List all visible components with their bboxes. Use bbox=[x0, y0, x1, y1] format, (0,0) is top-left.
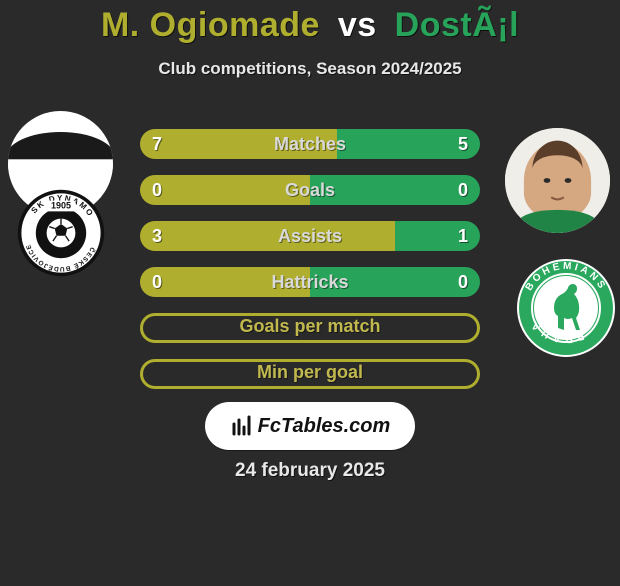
svg-text:1905: 1905 bbox=[51, 201, 71, 211]
stat-bar-right bbox=[395, 221, 480, 251]
stat-label: Min per goal bbox=[143, 359, 477, 386]
stat-row: 00Hattricks bbox=[140, 267, 480, 297]
stats-panel: 75Matches 00Goals 31Assists 00Hattricks Goal… bbox=[140, 129, 480, 405]
subtitle: Club competitions, Season 2024/2025 bbox=[0, 59, 620, 79]
stat-bar-left bbox=[140, 267, 310, 297]
stat-row: Min per goal bbox=[140, 359, 480, 389]
brand-icon bbox=[230, 414, 254, 438]
page-title: M. Ogiomade vs DostÃ¡l bbox=[0, 6, 620, 45]
title-player1: M. Ogiomade bbox=[101, 6, 320, 44]
date-label: 24 february 2025 bbox=[0, 460, 620, 482]
title-player2: DostÃ¡l bbox=[395, 6, 519, 44]
player2-portrait bbox=[505, 128, 610, 233]
stat-bar-right bbox=[337, 129, 480, 159]
title-vs: vs bbox=[338, 6, 377, 44]
stat-row: 00Goals bbox=[140, 175, 480, 205]
stat-bar-right bbox=[310, 267, 480, 297]
stat-label: Goals per match bbox=[143, 313, 477, 340]
brand-name: FcTables.com bbox=[258, 415, 391, 438]
stat-bar-left bbox=[140, 129, 337, 159]
player1-club-crest: SK DYNAMO ČESKÉ BUDĚJOVICE 1905 bbox=[16, 188, 106, 278]
stat-row: 75Matches bbox=[140, 129, 480, 159]
stat-row: Goals per match bbox=[140, 313, 480, 343]
brand-pill: FcTables.com bbox=[205, 402, 415, 450]
stat-row: 31Assists bbox=[140, 221, 480, 251]
player2-club-crest: BOHEMIANS PRAHA bbox=[516, 258, 616, 358]
stat-bar-left bbox=[140, 175, 310, 205]
stat-bar-left bbox=[140, 221, 395, 251]
stat-bar-right bbox=[310, 175, 480, 205]
